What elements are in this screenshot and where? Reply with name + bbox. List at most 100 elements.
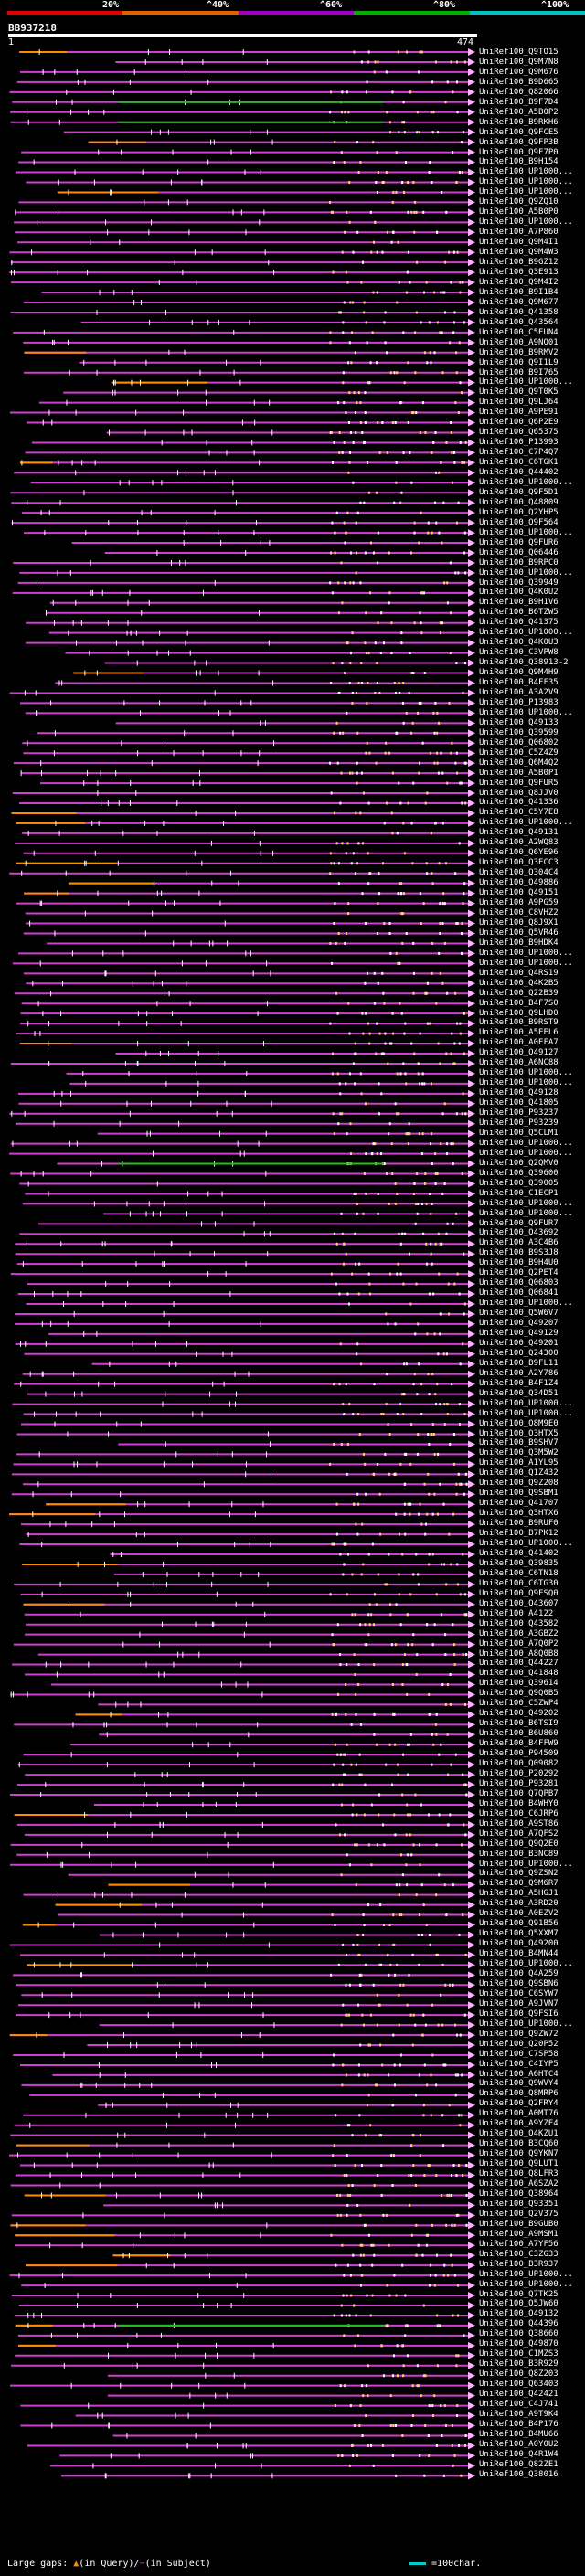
hit-label[interactable]: UniRef100_C5EUN4 [479, 327, 558, 337]
hit-label[interactable]: UniRef100_Q49127 [479, 1048, 558, 1058]
hit-label[interactable]: UniRef100_C6SYW7 [479, 1988, 558, 1998]
hit-label[interactable]: UniRef100_Q39949 [479, 578, 558, 588]
hit-label[interactable]: UniRef100_Q3M5W2 [479, 1448, 558, 1458]
hit-label[interactable]: UniRef100_B6TZW5 [479, 608, 558, 618]
hit-label[interactable]: UniRef100_UP1000... [479, 1138, 573, 1148]
hit-label[interactable]: UniRef100_A8Q0B8 [479, 1648, 558, 1659]
hit-label[interactable]: UniRef100_Q9F7P0 [479, 147, 558, 157]
hit-label[interactable]: UniRef100_Q49207 [479, 1319, 558, 1329]
hit-label[interactable]: UniRef100_Q49201 [479, 1338, 558, 1348]
hit-row[interactable] [23, 749, 475, 758]
hit-row[interactable] [69, 1079, 475, 1087]
hit-label[interactable]: UniRef100_A5EEL6 [479, 1028, 558, 1038]
hit-row[interactable] [48, 1330, 475, 1338]
hit-label[interactable]: UniRef100_Q49131 [479, 828, 558, 838]
hit-row[interactable] [15, 1309, 475, 1318]
hit-row[interactable] [9, 1109, 475, 1118]
hit-label[interactable]: UniRef100_Q9M4H9 [479, 668, 558, 678]
hit-row[interactable] [59, 2452, 475, 2460]
hit-label[interactable]: UniRef100_Q9M677 [479, 297, 558, 307]
hit-label[interactable]: UniRef100_Q8JJV0 [479, 788, 558, 798]
hit-label[interactable]: UniRef100_Q8J9X1 [479, 917, 558, 928]
hit-row[interactable] [38, 398, 475, 407]
hit-row[interactable] [14, 469, 475, 477]
hit-label[interactable]: UniRef100_Q39600 [479, 1168, 558, 1178]
hit-label[interactable]: UniRef100_P20292 [479, 1768, 558, 1778]
hit-label[interactable]: UniRef100_A9NQ01 [479, 337, 558, 347]
hit-label[interactable]: UniRef100_UP1000... [479, 377, 573, 387]
hit-row[interactable] [80, 318, 475, 326]
hit-label[interactable]: UniRef100_B3NC89 [479, 1849, 558, 1859]
hit-row[interactable] [19, 459, 475, 467]
hit-label[interactable]: UniRef100_Q5VR46 [479, 928, 558, 938]
hit-row[interactable] [13, 1460, 475, 1468]
hit-label[interactable]: UniRef100_B9S3J8 [479, 1248, 558, 1258]
hit-row[interactable] [26, 178, 475, 186]
hit-row[interactable] [26, 2262, 475, 2270]
hit-label[interactable]: UniRef100_A5B0P2 [479, 107, 558, 117]
hit-row[interactable] [112, 2252, 475, 2260]
hit-row[interactable] [10, 2181, 475, 2189]
hit-label[interactable]: UniRef100_Q41358 [479, 307, 558, 317]
hit-row[interactable] [9, 1511, 475, 1519]
hit-label[interactable]: UniRef100_Q6YE96 [479, 848, 558, 858]
hit-label[interactable]: UniRef100_P93239 [479, 1118, 558, 1128]
hit-row[interactable] [19, 1180, 475, 1188]
hit-label[interactable]: UniRef100_Q9SBM1 [479, 1489, 558, 1499]
hit-label[interactable]: UniRef100_Q5CLM1 [479, 1128, 558, 1138]
hit-label[interactable]: UniRef100_A6NC88 [479, 1058, 558, 1068]
hit-label[interactable]: UniRef100_B9RUF0 [479, 1519, 558, 1529]
hit-label[interactable]: UniRef100_Q43692 [479, 1228, 558, 1238]
hit-label[interactable]: UniRef100_Q63403 [479, 2380, 558, 2390]
hit-label[interactable]: UniRef100_Q9YKN7 [479, 2149, 558, 2159]
hit-label[interactable]: UniRef100_Q06841 [479, 1288, 558, 1299]
hit-label[interactable]: UniRef100_Q9FP3B [479, 137, 558, 147]
hit-row[interactable] [25, 1771, 475, 1779]
hit-row[interactable] [49, 599, 475, 607]
hit-row[interactable] [18, 158, 475, 166]
hit-row[interactable] [16, 1781, 475, 1789]
hit-row[interactable] [25, 1670, 475, 1679]
hit-row[interactable] [27, 419, 475, 427]
hit-label[interactable]: UniRef100_Q41848 [479, 1669, 558, 1679]
hit-label[interactable]: UniRef100_B4FFW9 [479, 1739, 558, 1749]
hit-label[interactable]: UniRef100_Q44402 [479, 468, 558, 478]
hit-row[interactable] [12, 588, 475, 597]
hit-label[interactable]: UniRef100_Q34D51 [479, 1388, 558, 1398]
hit-label[interactable]: UniRef100_Q8M9E0 [479, 1418, 558, 1428]
hit-label[interactable]: UniRef100_Q3E913 [479, 267, 558, 277]
hit-row[interactable] [13, 1640, 475, 1648]
hit-row[interactable] [16, 1430, 475, 1438]
hit-label[interactable]: UniRef100_C6TG30 [479, 1578, 558, 1588]
hit-label[interactable]: UniRef100_Q39599 [479, 727, 558, 737]
hit-label[interactable]: UniRef100_B9SHV7 [479, 1438, 558, 1448]
hit-label[interactable]: UniRef100_UP1000... [479, 818, 573, 828]
hit-label[interactable]: UniRef100_UP1000... [479, 167, 573, 177]
hit-label[interactable]: UniRef100_Q9FUR7 [479, 1218, 558, 1228]
hit-label[interactable]: UniRef100_A6SZA2 [479, 2179, 558, 2189]
hit-row[interactable] [11, 519, 475, 527]
hit-label[interactable]: UniRef100_Q41375 [479, 618, 558, 628]
hit-label[interactable]: UniRef100_UP1000... [479, 1408, 573, 1418]
hit-row[interactable] [10, 308, 475, 316]
hit-label[interactable]: UniRef100_Q38964 [479, 2189, 558, 2199]
hit-row[interactable] [21, 148, 475, 156]
hit-row[interactable] [11, 1470, 475, 1479]
hit-label[interactable]: UniRef100_B4P176 [479, 2419, 558, 2429]
hit-row[interactable] [9, 1150, 475, 1158]
hit-row[interactable] [87, 2041, 475, 2050]
hit-row[interactable] [19, 48, 475, 56]
hit-label[interactable]: UniRef100_Q82ZE1 [479, 2459, 558, 2469]
hit-row[interactable] [21, 1000, 475, 1008]
hit-label[interactable]: UniRef100_Q06802 [479, 737, 558, 747]
hit-label[interactable]: UniRef100_A2Y786 [479, 1368, 558, 1378]
hit-row[interactable] [15, 1340, 475, 1348]
hit-label[interactable]: UniRef100_Q9ZW72 [479, 2029, 558, 2039]
hit-row[interactable] [9, 1860, 475, 1869]
hit-row[interactable] [9, 1791, 475, 1799]
hit-label[interactable]: UniRef100_A5B0P0 [479, 207, 558, 217]
hit-label[interactable]: UniRef100_A9T9K4 [479, 2409, 558, 2419]
hit-label[interactable]: UniRef100_Q6P2E9 [479, 418, 558, 428]
hit-label[interactable]: UniRef100_C8VHZ2 [479, 907, 558, 917]
hit-label[interactable]: UniRef100_UP1000... [479, 187, 573, 197]
